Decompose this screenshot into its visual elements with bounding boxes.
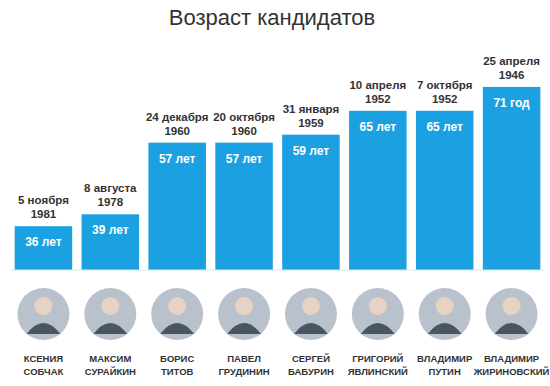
category-label: БОРИСТИТОВ [160,353,194,377]
bar [282,135,340,270]
category-label: СЕРГЕЙБАБУРИН [288,353,334,377]
portrait-body [227,323,261,334]
portrait-circle [486,288,538,340]
chart-container: Возраст кандидатов 36 лет 5 ноября1981 39 л… [0,0,550,386]
portrait-body [160,323,194,334]
portrait-circle [84,288,136,340]
chart-svg: Возраст кандидатов 36 лет 5 ноября1981 39 л… [0,0,550,386]
bar [416,111,474,270]
data-label: 65 лет [426,120,463,134]
portrait [419,288,471,340]
bar [15,226,73,270]
portrait-circle [17,288,69,340]
bar [82,214,140,270]
portrait-circle [218,288,270,340]
data-label: 57 лет [226,152,263,166]
portrait-face [34,297,52,315]
category-label: ВЛАДИМИРПУТИН [417,353,473,377]
portrait-body [361,323,395,334]
category-label: МАКСИМСУРАЙКИН [85,353,136,377]
chart-title: Возраст кандидатов [169,5,375,30]
portrait [486,288,538,340]
bar [215,143,273,270]
bar [483,87,541,270]
portrait-face [168,297,186,315]
portrait-circle [352,288,404,340]
data-label: 71 год [493,96,530,110]
data-label: 57 лет [159,152,196,166]
data-label: 59 лет [293,144,330,158]
portrait-body [294,323,328,334]
birth-date: 20 октября1960 [213,111,275,137]
portrait-body [26,323,60,334]
portrait-face [235,297,253,315]
portrait-face [101,297,119,315]
data-label: 65 лет [360,120,397,134]
portrait [17,288,69,340]
portrait [352,288,404,340]
bar [148,143,206,270]
birth-date: 25 апреля1946 [483,55,540,81]
category-label: КСЕНИЯСОБЧАК [24,353,64,377]
birth-date: 10 апреля1952 [349,79,406,105]
portrait-face [503,297,521,315]
bars [15,87,541,270]
category-label: ВЛАДИМИРЖИРИНОВСКИЙ [473,353,550,377]
portrait-face [436,297,454,315]
portrait [285,288,337,340]
portrait-body [93,323,127,334]
portrait-circle [151,288,203,340]
data-label: 39 лет [92,223,129,237]
category-label: ГРИГОРИЙЯВЛИНСКИЙ [348,353,408,377]
axis-baseline [10,270,545,271]
portrait [151,288,203,340]
portrait-face [302,297,320,315]
portrait [218,288,270,340]
birth-date: 8 августа1978 [84,182,137,208]
portrait-face [369,297,387,315]
portrait-circle [419,288,471,340]
portrait-body [495,323,529,334]
portrait-circle [285,288,337,340]
birth-date: 24 декабря1960 [146,111,209,137]
birth-date: 31 января1959 [283,103,340,129]
category-label: ПАВЕЛГРУДИНИН [218,353,269,377]
data-label: 36 лет [25,235,62,249]
birth-date: 5 ноября1981 [18,194,69,220]
birth-date: 7 октября1952 [417,79,472,105]
bar [349,111,407,270]
portrait-body [428,323,462,334]
portrait [84,288,136,340]
